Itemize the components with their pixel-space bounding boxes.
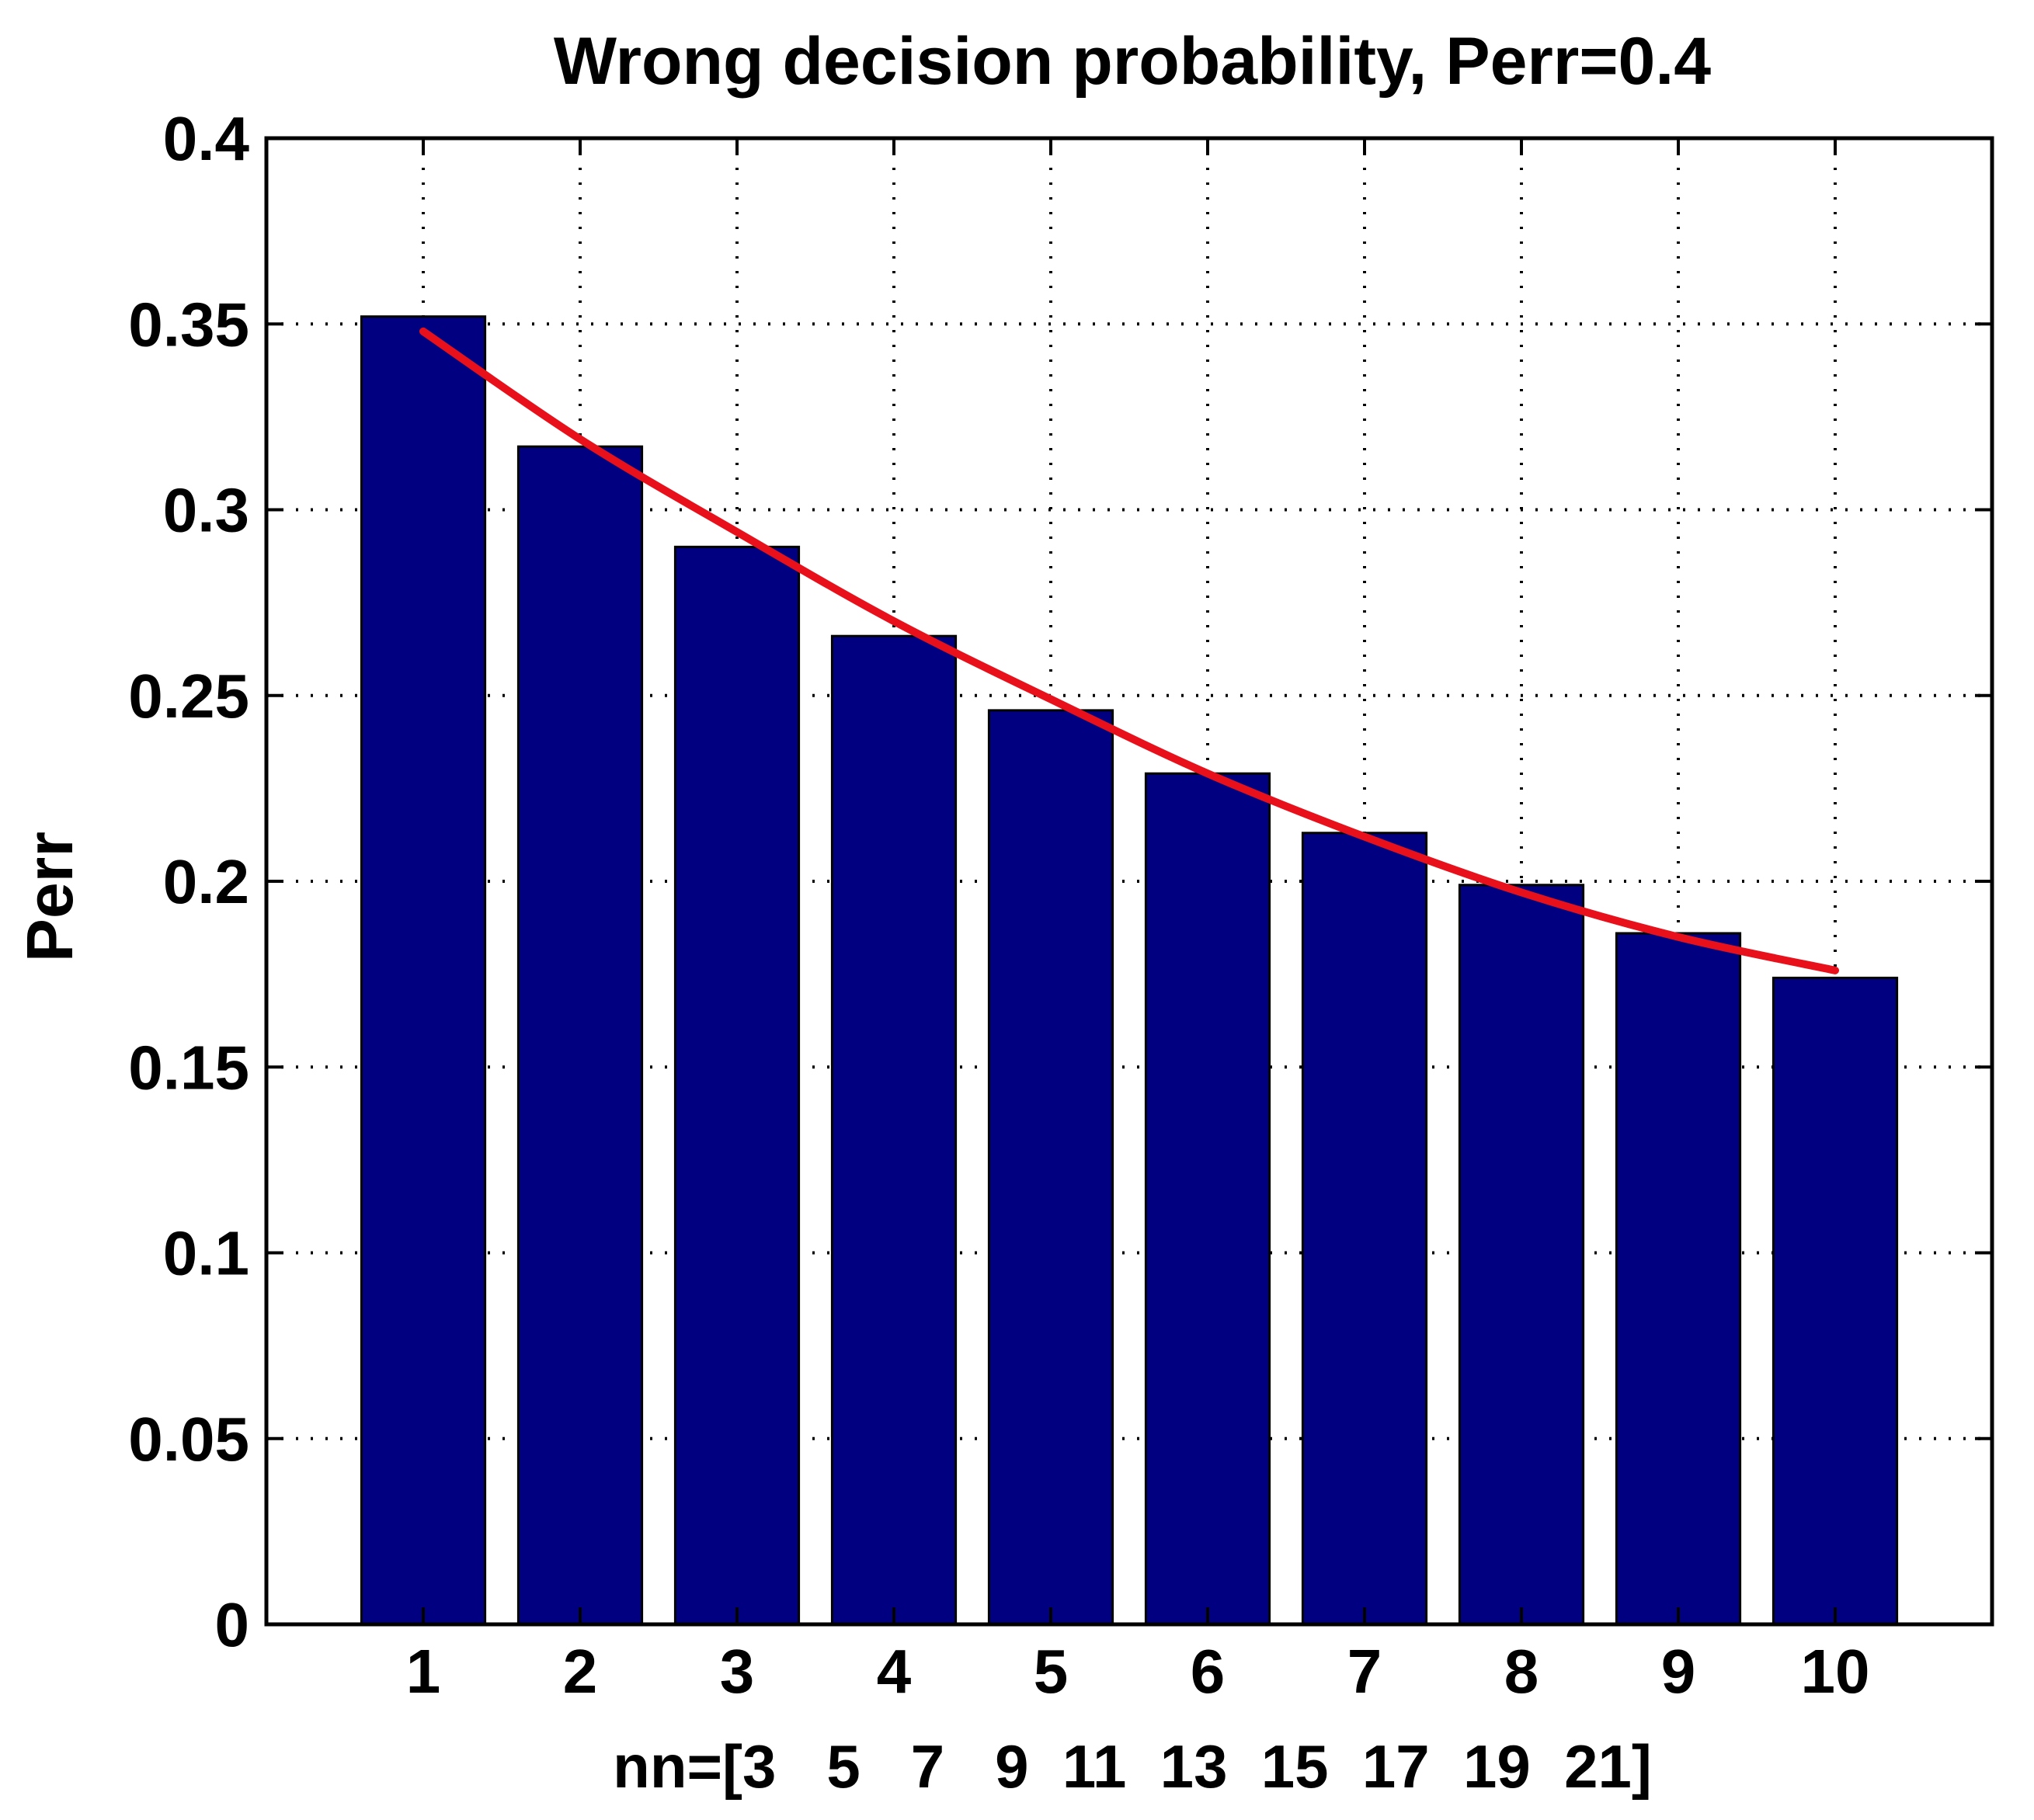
bar-2	[516, 445, 644, 1626]
x-tick-label: 3	[720, 1637, 755, 1706]
x-tick-label: 7	[1347, 1637, 1382, 1706]
bar-5	[987, 709, 1114, 1626]
fit-line	[419, 327, 1839, 974]
bar-8	[1458, 884, 1585, 1626]
x-tick-label: 2	[563, 1637, 598, 1706]
bar-9	[1615, 932, 1742, 1626]
y-tick-label: 0.2	[163, 847, 249, 916]
axis-ticks: 0 0.05 0.1 0.15 0.2 0.25 0.3 0.35 0.4 1 2 3 4 5 6 7 8 9 10	[128, 104, 1992, 1706]
y-tick-label: 0.1	[163, 1219, 249, 1288]
bar-6	[1144, 772, 1271, 1626]
y-tick-label: 0.05	[128, 1405, 249, 1474]
y-tick-label: 0	[215, 1590, 250, 1659]
y-tick-label: 0.4	[163, 104, 250, 173]
chart-title: Wrong decision probability, Perr=0.4	[554, 24, 1711, 99]
bars	[360, 315, 1899, 1626]
x-tick-label: 9	[1661, 1637, 1696, 1706]
y-tick-label: 0.3	[163, 476, 249, 545]
x-axis-label: nn=[3 5 7 9 11 13 15 17 19 21]	[613, 1732, 1652, 1801]
x-tick-label: 8	[1504, 1637, 1539, 1706]
x-tick-label: 5	[1034, 1637, 1069, 1706]
plot-frame	[264, 136, 1994, 1627]
x-tick-label: 10	[1801, 1637, 1870, 1706]
y-tick-label: 0.25	[128, 662, 249, 731]
y-tick-label: 0.15	[128, 1033, 249, 1102]
bar-3	[673, 545, 801, 1626]
bar-7	[1301, 832, 1428, 1626]
bar-1	[360, 315, 487, 1626]
x-tick-label: 1	[406, 1637, 441, 1706]
bar-10	[1771, 976, 1899, 1626]
y-axis-label: Perr	[13, 832, 86, 962]
bar-4	[830, 634, 958, 1626]
x-tick-label: 4	[877, 1637, 912, 1706]
y-tick-label: 0.35	[128, 290, 249, 359]
x-tick-label: 6	[1191, 1637, 1226, 1706]
fit-curve	[419, 327, 1839, 974]
